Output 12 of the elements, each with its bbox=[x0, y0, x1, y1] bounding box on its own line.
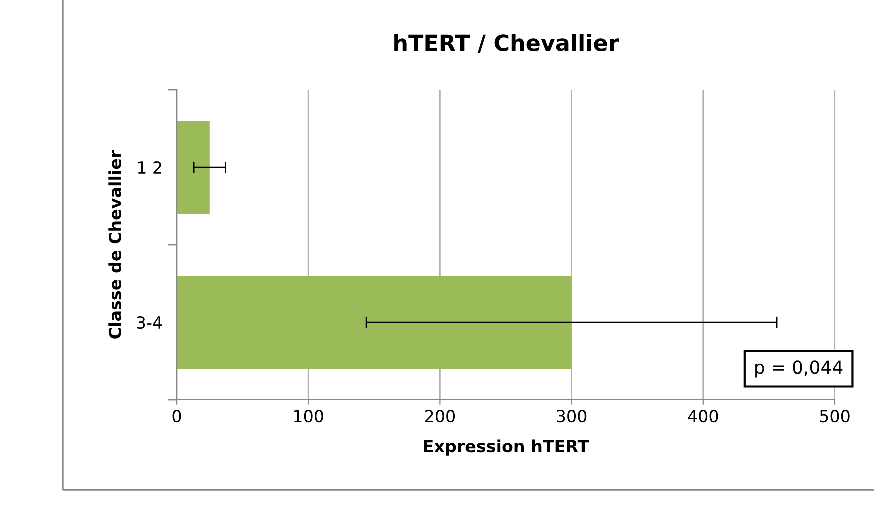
x-tick-label: 500 bbox=[820, 410, 850, 423]
y-axis-title: Classe de Chevallier bbox=[108, 150, 122, 339]
y-tick-label: 3-4 bbox=[137, 316, 162, 330]
x-tick-label: 400 bbox=[688, 410, 718, 423]
x-tick-label: 200 bbox=[426, 410, 455, 423]
x-tick-label: 300 bbox=[557, 410, 587, 423]
annotation: p = 0,044 bbox=[756, 360, 843, 378]
x-tick-label: 100 bbox=[294, 410, 324, 423]
x-tick-label: 0 bbox=[172, 410, 182, 423]
x-axis-title: Expression hTERT bbox=[424, 440, 590, 456]
chart-title: hTERT / Chevallier bbox=[394, 34, 620, 54]
y-tick-label: 1 2 bbox=[138, 161, 162, 174]
